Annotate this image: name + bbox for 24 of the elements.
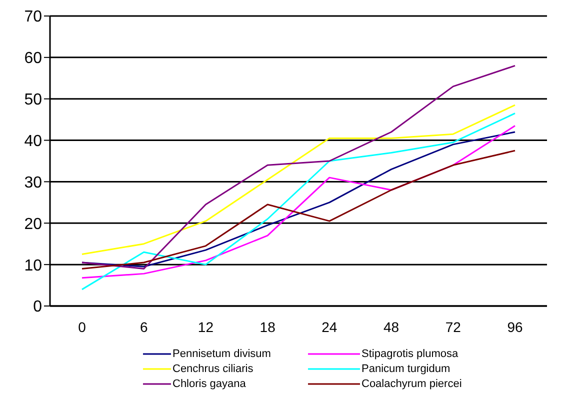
line-series — [81, 64, 516, 270]
x-tick-label: 12 — [198, 318, 214, 335]
x-tick-label: 18 — [260, 318, 276, 335]
legend-label: Coalachyrum piercei — [362, 378, 462, 390]
y-tick-label: 0 — [33, 298, 42, 316]
y-tick-label: 10 — [24, 257, 42, 274]
legend-label: Panicum turgidum — [362, 362, 450, 374]
x-tick-label: 6 — [140, 318, 148, 335]
y-tick-label: 50 — [24, 92, 42, 109]
legend-label: Pennisetum divisum — [172, 348, 271, 360]
x-tick-label: 0 — [78, 318, 86, 335]
legend-label: Chloris gayana — [172, 378, 246, 390]
x-tick-label: 72 — [445, 318, 462, 335]
x-tick-label: 24 — [322, 318, 338, 335]
y-tick-label: 20 — [24, 216, 42, 233]
y-tick-label: 30 — [24, 174, 42, 192]
y-tick-label: 60 — [24, 50, 42, 68]
y-tick-label: 40 — [24, 132, 42, 150]
x-tick-label: 48 — [383, 318, 400, 335]
y-tick-label: 70 — [24, 8, 42, 26]
x-tick-label: 96 — [507, 318, 523, 335]
line-series — [81, 104, 516, 255]
legend-label: Stipagrotis plumosa — [362, 348, 458, 360]
legend-label: Cenchrus ciliaris — [172, 362, 254, 374]
